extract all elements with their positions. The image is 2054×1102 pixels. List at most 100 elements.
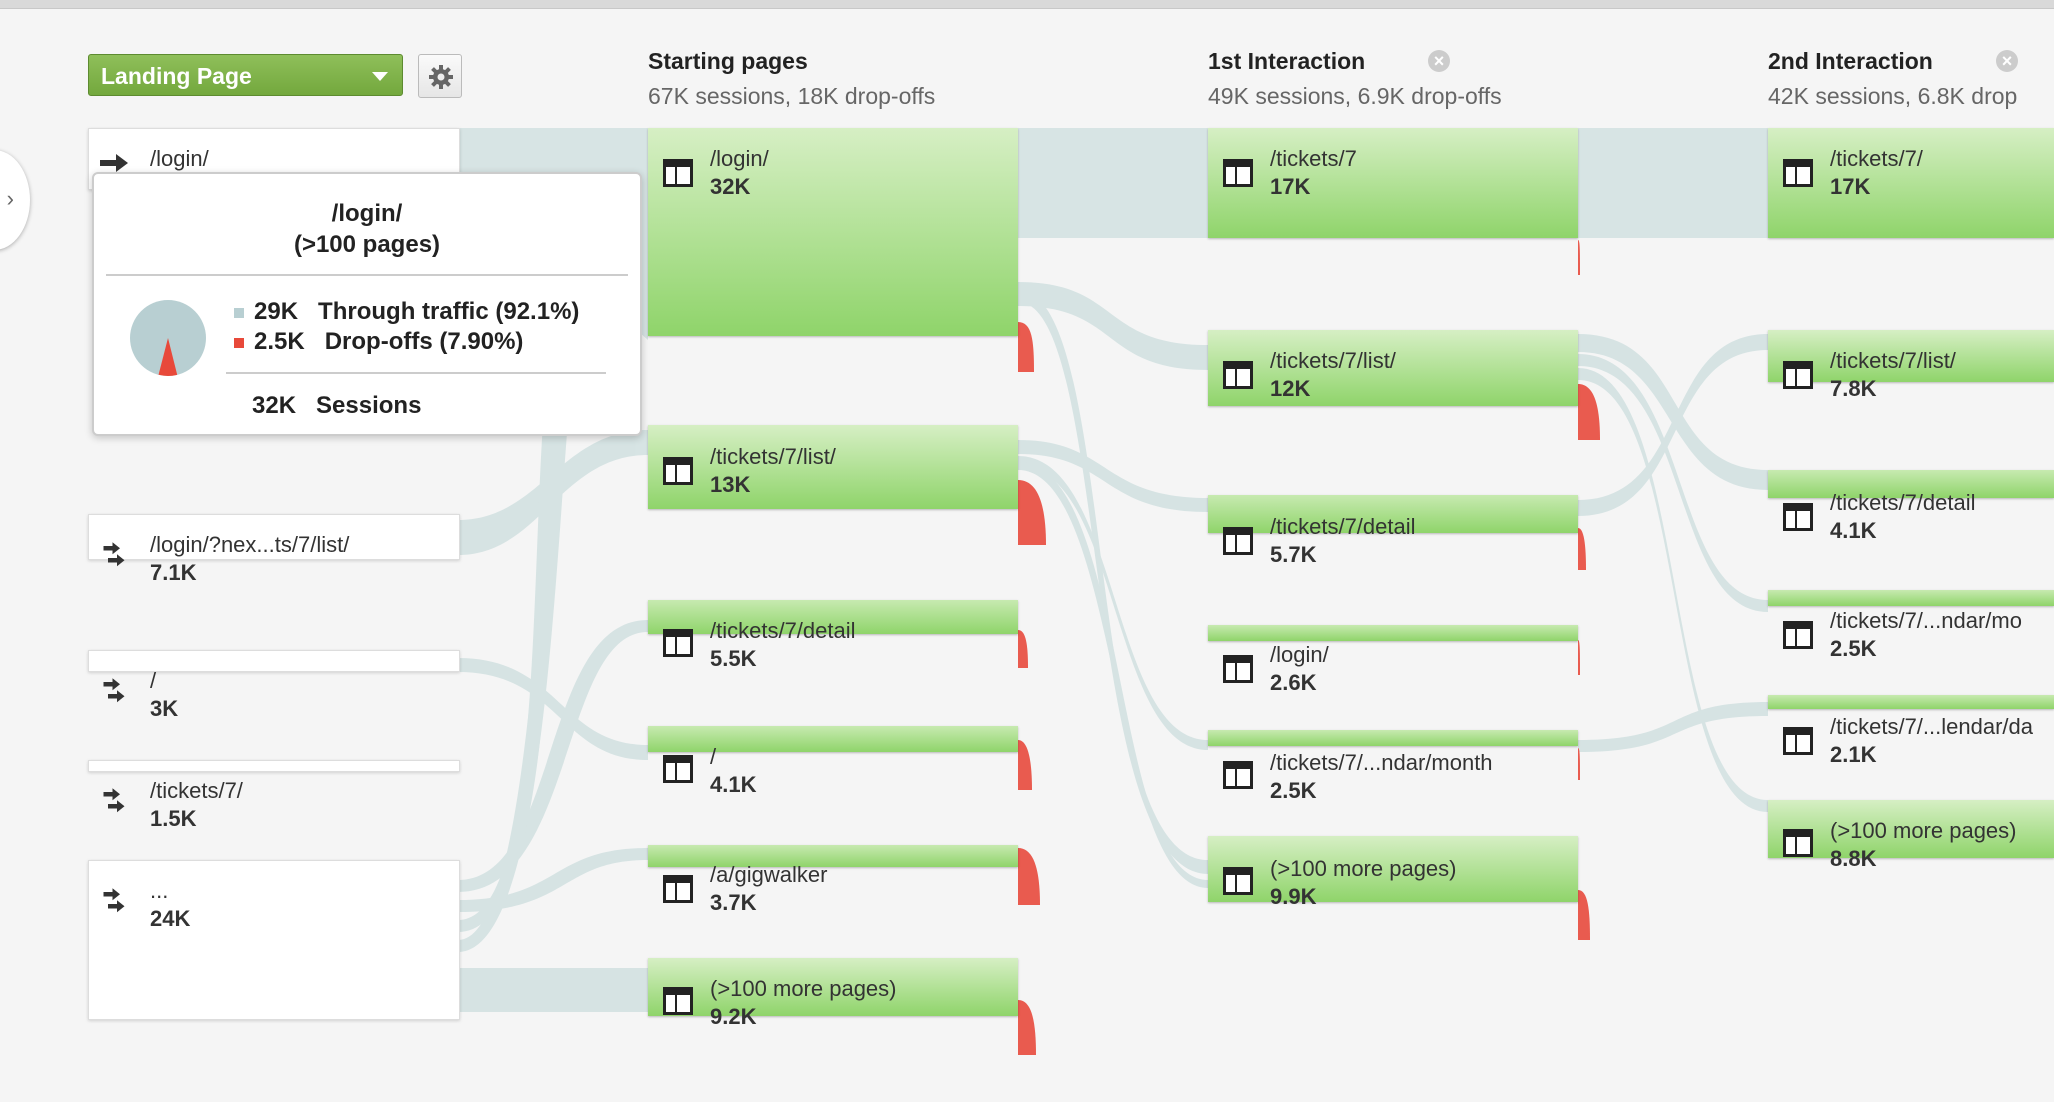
flow-node[interactable] [648, 128, 1018, 336]
link-list-to-list2 [1578, 334, 1768, 490]
entry-arrow-icon [103, 678, 125, 703]
column-header-starting: Starting pages 67K sessions, 18K drop-of… [648, 48, 935, 110]
link-t7-to-t7 [1578, 128, 1768, 238]
column-title: Starting pages [648, 48, 808, 74]
column-title: 2nd Interaction [1768, 48, 1933, 74]
dimension-select-label: Landing Page [101, 63, 252, 89]
node-label: (>100 more pages) 8.8K [1830, 818, 2017, 871]
tooltip-dropoff-row: 2.5K Drop-offs (7.90%) [234, 328, 523, 356]
page-icon [663, 987, 693, 1015]
entry-arrow-icon [103, 542, 125, 567]
dropoff-more [1018, 1000, 1036, 1055]
dropoff-i1-t7 [1578, 240, 1580, 275]
close-icon[interactable]: × [1428, 50, 1450, 72]
page-icon [1783, 159, 1813, 187]
close-icon[interactable]: × [1996, 50, 2018, 72]
page-icon [1223, 361, 1253, 389]
page-icon [663, 159, 693, 187]
legend-swatch [234, 337, 244, 348]
settings-button[interactable] [418, 54, 462, 98]
page-icon [1783, 621, 1813, 649]
top-border [0, 0, 2054, 9]
dropoff-gig [1018, 848, 1040, 905]
link-login-to-tickets7 [1018, 128, 1208, 238]
node-label: /login/32K [710, 146, 769, 199]
page-icon [1783, 727, 1813, 755]
source-node[interactable] [88, 860, 460, 1020]
node-label: /tickets/7/list/13K [710, 444, 836, 497]
source-label: ... 24K [150, 878, 191, 931]
flow-node[interactable] [1208, 625, 1578, 641]
node-label: /tickets/7/...ndar/mo 2.5K [1830, 608, 2022, 661]
flow-node[interactable] [1208, 730, 1578, 746]
node-tooltip: /login/ (>100 pages) 29K Through traffic… [92, 172, 642, 436]
chevron-right-icon: › [6, 186, 14, 211]
flow-node[interactable] [1768, 695, 2054, 709]
page-icon [1223, 867, 1253, 895]
flow-node[interactable] [1208, 495, 1578, 533]
entry-arrow-icon [103, 888, 125, 913]
page-icon [1783, 829, 1813, 857]
page-icon [663, 755, 693, 783]
link-src-root-to-root [458, 658, 648, 760]
node-label: (>100 more pages) 9.9K [1270, 856, 1457, 909]
flow-node[interactable] [648, 958, 1018, 1016]
page-icon [1223, 527, 1253, 555]
dropoff-list [1018, 480, 1046, 545]
flow-node[interactable] [1768, 590, 2054, 606]
column-subtitle: 67K sessions, 18K drop-offs [648, 83, 936, 109]
flow-node[interactable] [648, 600, 1018, 634]
flow-node[interactable] [1768, 470, 2054, 498]
page-icon [1223, 159, 1253, 187]
node-label: /tickets/7/detail 4.1K [1830, 490, 1976, 543]
link-src-more-up-1 [458, 620, 648, 892]
dropoff-i1-login [1578, 640, 1580, 675]
source-node[interactable] [88, 650, 460, 672]
flow-node[interactable] [1768, 330, 2054, 382]
page-icon [1783, 361, 1813, 389]
node-label: /login/2.6K [1270, 642, 1329, 695]
dropoff-root [1018, 740, 1032, 790]
tooltip-sessions-row: 32K Sessions [252, 392, 422, 419]
divider [106, 274, 628, 276]
pie-slice-dropoff [158, 338, 178, 376]
link-list-to-detail [1018, 440, 1208, 512]
dropoff-i1-month [1578, 748, 1580, 780]
node-label: /4.1K [710, 744, 757, 797]
source-label: /login/?nex...ts/7/list/7.1K [150, 532, 350, 585]
flow-node[interactable] [648, 425, 1018, 509]
source-label: /login/ [150, 146, 209, 171]
link-month-to-lendar [1578, 702, 1768, 752]
source-node[interactable] [88, 514, 460, 560]
dimension-select[interactable]: Landing Page [88, 54, 403, 96]
link-login-to-list [1018, 282, 1208, 370]
flow-node[interactable] [1768, 128, 2054, 238]
page-icon [663, 875, 693, 903]
node-label: /tickets/7/...lendar/da 2.1K [1830, 714, 2033, 767]
column-header-2nd: 2nd Interaction 42K sessions, 6.8K drop [1768, 48, 2017, 110]
flow-node[interactable] [1208, 836, 1578, 902]
flow-node[interactable] [1768, 800, 2054, 858]
source-node[interactable] [88, 760, 460, 772]
source-label: /3K [150, 668, 179, 721]
node-label: /tickets/7/detail 5.7K [1270, 514, 1416, 567]
link-src-more-to-more [458, 968, 648, 1012]
node-label: /a/gigwalker 3.7K [710, 862, 828, 915]
tooltip-title: /login/ (>100 pages) [293, 200, 441, 258]
gear-icon [429, 65, 453, 89]
source-label: /tickets/7/1.5K [150, 778, 243, 831]
flow-node[interactable] [648, 845, 1018, 867]
column-subtitle: 42K sessions, 6.8K drop [1768, 83, 2018, 109]
node-label: (>100 more pages) 9.2K [710, 976, 897, 1029]
dropoff-i1-more [1578, 890, 1590, 940]
dropoff-i1-detail [1578, 528, 1586, 570]
node-label: /tickets/7/detail 5.5K [710, 618, 856, 671]
flow-node[interactable] [1208, 128, 1578, 238]
flow-node[interactable] [648, 726, 1018, 752]
flow-node[interactable] [1208, 330, 1578, 406]
link-list-to-month [1018, 456, 1208, 750]
node-label: /tickets/7/17K [1830, 146, 1923, 199]
page-icon [1223, 655, 1253, 683]
